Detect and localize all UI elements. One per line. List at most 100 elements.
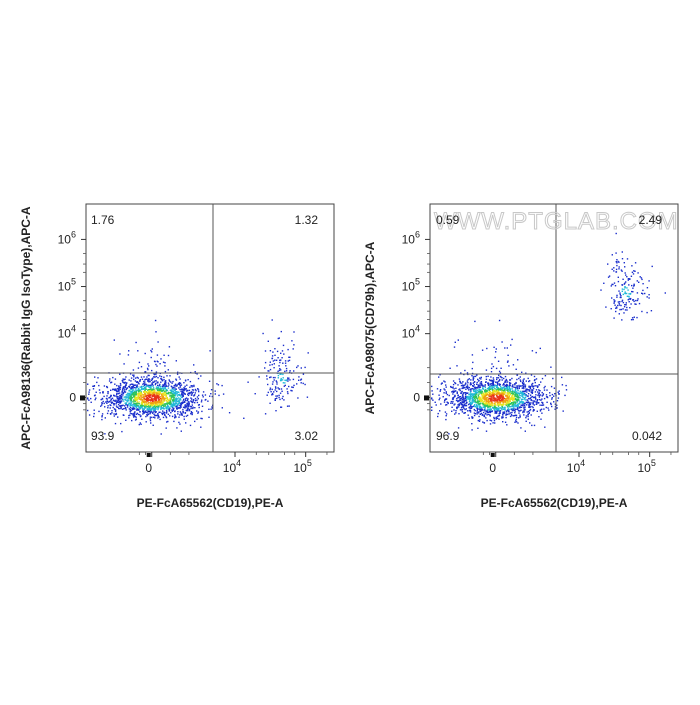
event-dot: [497, 377, 500, 379]
event-dot: [541, 395, 543, 397]
event-dot: [491, 389, 494, 392]
event-dot: [160, 402, 163, 404]
event-dot: [551, 405, 553, 408]
event-dot: [140, 391, 142, 393]
event-dot: [152, 398, 155, 400]
event-dot: [562, 410, 564, 412]
event-dot: [451, 402, 454, 404]
event-dot: [525, 417, 527, 419]
event-dot: [143, 402, 146, 404]
event-dot: [143, 411, 145, 413]
event-dot: [127, 399, 129, 401]
event-dot: [481, 414, 483, 416]
event-dot: [509, 382, 511, 384]
event-dot: [468, 403, 471, 405]
event-dot: [135, 377, 137, 379]
event-dot: [453, 391, 455, 393]
event-dot: [492, 386, 495, 388]
event-dot: [494, 422, 496, 424]
y-tick-label: 105: [402, 277, 420, 294]
event-dot: [514, 397, 517, 400]
event-dot: [483, 406, 485, 408]
event-dot: [641, 310, 643, 313]
event-dot: [150, 408, 153, 410]
event-dot: [124, 391, 127, 393]
event-dot: [526, 404, 528, 406]
event-dot: [154, 401, 156, 403]
event-dot: [511, 392, 513, 395]
event-dot: [119, 407, 121, 410]
event-dot: [151, 401, 153, 404]
event-dot: [487, 400, 490, 403]
event-dot: [477, 394, 480, 397]
event-dot: [139, 408, 141, 410]
event-dot: [635, 299, 637, 302]
event-dot: [531, 390, 533, 392]
event-dot: [167, 420, 169, 423]
event-dot: [485, 399, 488, 402]
event-dot: [520, 409, 522, 411]
event-dot: [280, 330, 282, 333]
event-dot: [461, 403, 464, 406]
event-dot: [619, 292, 621, 294]
event-dot: [191, 412, 194, 414]
event-dot: [522, 391, 524, 393]
event-dot: [174, 401, 177, 403]
event-dot: [468, 400, 471, 403]
event-dot: [499, 409, 502, 412]
event-dot: [478, 384, 481, 386]
event-dot: [479, 408, 482, 411]
event-dot: [616, 262, 618, 264]
event-dot: [182, 389, 184, 391]
event-dot: [173, 385, 175, 387]
event-dot: [154, 417, 156, 419]
event-dot: [462, 381, 464, 383]
event-dot: [514, 410, 516, 412]
event-dot: [481, 384, 483, 386]
event-dot: [154, 414, 157, 417]
event-dot: [522, 403, 524, 405]
event-dot: [621, 300, 623, 303]
event-dot: [615, 306, 618, 308]
event-dot: [188, 402, 190, 405]
event-dot: [553, 401, 555, 403]
event-dot: [478, 391, 480, 393]
event-dot: [116, 384, 118, 387]
event-dot: [472, 378, 474, 380]
event-dot: [109, 378, 111, 380]
event-dot: [489, 415, 491, 417]
event-dot: [188, 401, 190, 403]
event-dot: [550, 403, 552, 406]
event-dot: [496, 417, 499, 419]
event-dot: [439, 390, 441, 392]
event-dot: [538, 390, 541, 392]
event-dot: [116, 390, 118, 393]
event-dot: [431, 385, 433, 388]
event-dot: [452, 386, 454, 388]
event-dot: [509, 389, 511, 392]
event-dot: [140, 415, 142, 417]
event-dot: [505, 381, 507, 383]
event-dot: [287, 360, 289, 362]
event-dot: [495, 410, 497, 412]
event-dot: [493, 346, 495, 348]
event-dot: [132, 389, 135, 391]
event-dot: [614, 300, 616, 302]
event-dot: [507, 394, 509, 396]
event-dot: [150, 411, 152, 413]
event-dot: [498, 370, 501, 373]
event-dot: [460, 402, 463, 404]
event-dot: [494, 356, 496, 359]
event-dot: [137, 367, 140, 369]
event-dot: [174, 383, 177, 386]
event-dot: [158, 392, 160, 395]
event-dot: [221, 384, 223, 387]
event-dot: [456, 406, 458, 408]
event-dot: [123, 391, 126, 393]
event-dot: [616, 259, 618, 261]
event-dot: [552, 377, 554, 380]
event-dot: [271, 363, 273, 366]
event-dot: [106, 400, 108, 402]
event-dot: [622, 301, 625, 304]
event-dot: [104, 433, 106, 435]
